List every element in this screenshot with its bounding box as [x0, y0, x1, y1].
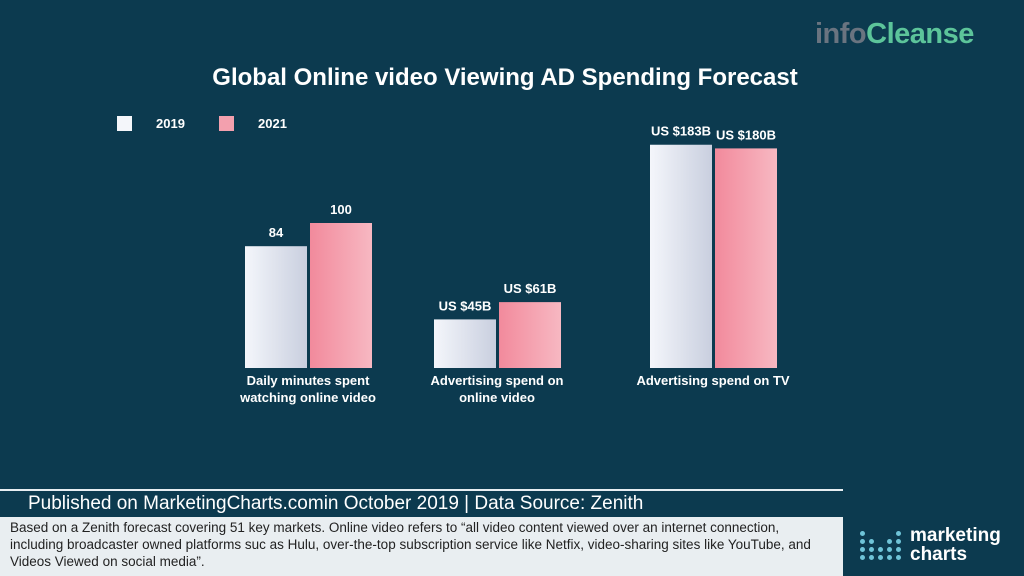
category-label: Advertising spend on	[431, 373, 564, 388]
data-label: US $61B	[504, 281, 557, 296]
infocleanse-logo: infoCleanse	[815, 18, 974, 50]
bar-2021	[499, 302, 561, 368]
data-label: US $183B	[651, 124, 711, 139]
bar-2019	[245, 246, 307, 368]
data-label: 100	[330, 202, 352, 217]
data-label: 84	[269, 225, 284, 240]
category-label: Daily minutes spent	[247, 373, 370, 388]
footnote: Based on a Zenith forecast covering 51 k…	[0, 517, 843, 576]
published-note: Published on MarketingCharts.comin Octob…	[0, 489, 843, 517]
data-label: US $180B	[716, 127, 776, 142]
category-label: watching online video	[239, 390, 376, 405]
bar-2019	[434, 319, 496, 368]
data-label: US $45B	[439, 298, 492, 313]
bar-2021	[715, 148, 777, 368]
category-label: Advertising spend on TV	[636, 373, 789, 388]
dots-icon	[860, 530, 902, 560]
bar-chart: 84 100 Daily minutes spent watching online …	[239, 124, 790, 405]
bar-2019	[650, 144, 712, 368]
bar-2021	[310, 223, 372, 368]
legend-2021: 2021	[219, 116, 287, 131]
marketingcharts-logo: marketing charts	[860, 526, 1001, 564]
chart-title: Global Online video Viewing AD Spending …	[212, 64, 798, 91]
category-label: online video	[459, 390, 535, 405]
legend-2019: 2019	[117, 116, 185, 131]
